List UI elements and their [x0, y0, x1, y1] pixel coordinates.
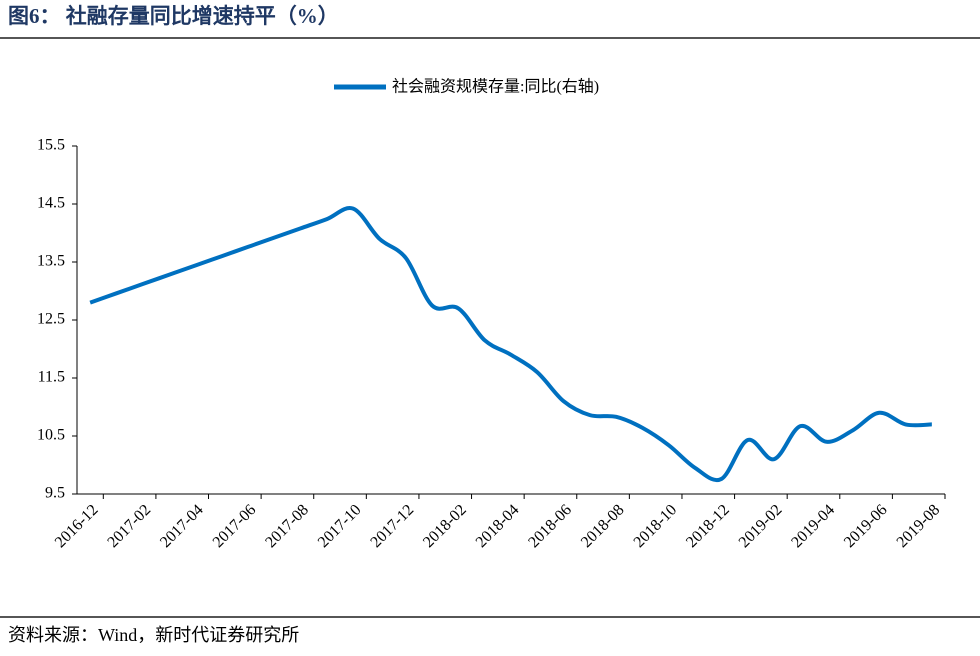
x-tick-label: 2018-10 [631, 501, 681, 551]
y-tick-label: 14.5 [37, 195, 65, 212]
x-tick-label: 2016-12 [52, 501, 102, 551]
y-tick-label: 9.5 [45, 485, 65, 502]
x-tick-label: 2018-12 [683, 501, 733, 551]
y-tick-label: 15.5 [37, 137, 65, 154]
y-tick-label: 11.5 [38, 369, 65, 386]
y-tick-label: 12.5 [37, 311, 65, 328]
line [89, 206, 932, 483]
x-tick-label: 2017-12 [367, 501, 417, 551]
x-tick-label: 2019-08 [894, 501, 944, 551]
x-tick-label: 2019-06 [841, 501, 891, 551]
x-tick-label: 2017-04 [157, 501, 207, 551]
x-tick-label: 2019-02 [736, 501, 786, 551]
x-tick-label: 2018-02 [420, 501, 470, 551]
x-tick-label: 2017-02 [104, 501, 154, 551]
x-tick-label: 2018-04 [473, 501, 523, 551]
source: 资料来源：Wind，新时代证券研究所 [8, 625, 299, 645]
x-tick-label: 2017-10 [315, 501, 365, 551]
y-tick-label: 13.5 [37, 253, 65, 270]
x-tick-label: 2018-08 [578, 501, 628, 551]
y-tick-label: 10.5 [37, 427, 65, 444]
x-tick-label: 2019-04 [788, 501, 838, 551]
page-title: 图6： 社融存量同比增速持平（%） [8, 4, 339, 28]
x-tick-label: 2018-06 [525, 501, 575, 551]
x-tick-label: 2017-06 [210, 501, 260, 551]
x-tick-label: 2017-08 [262, 501, 312, 551]
legend-label: 社会融资规模存量:同比(右轴) [392, 78, 599, 96]
